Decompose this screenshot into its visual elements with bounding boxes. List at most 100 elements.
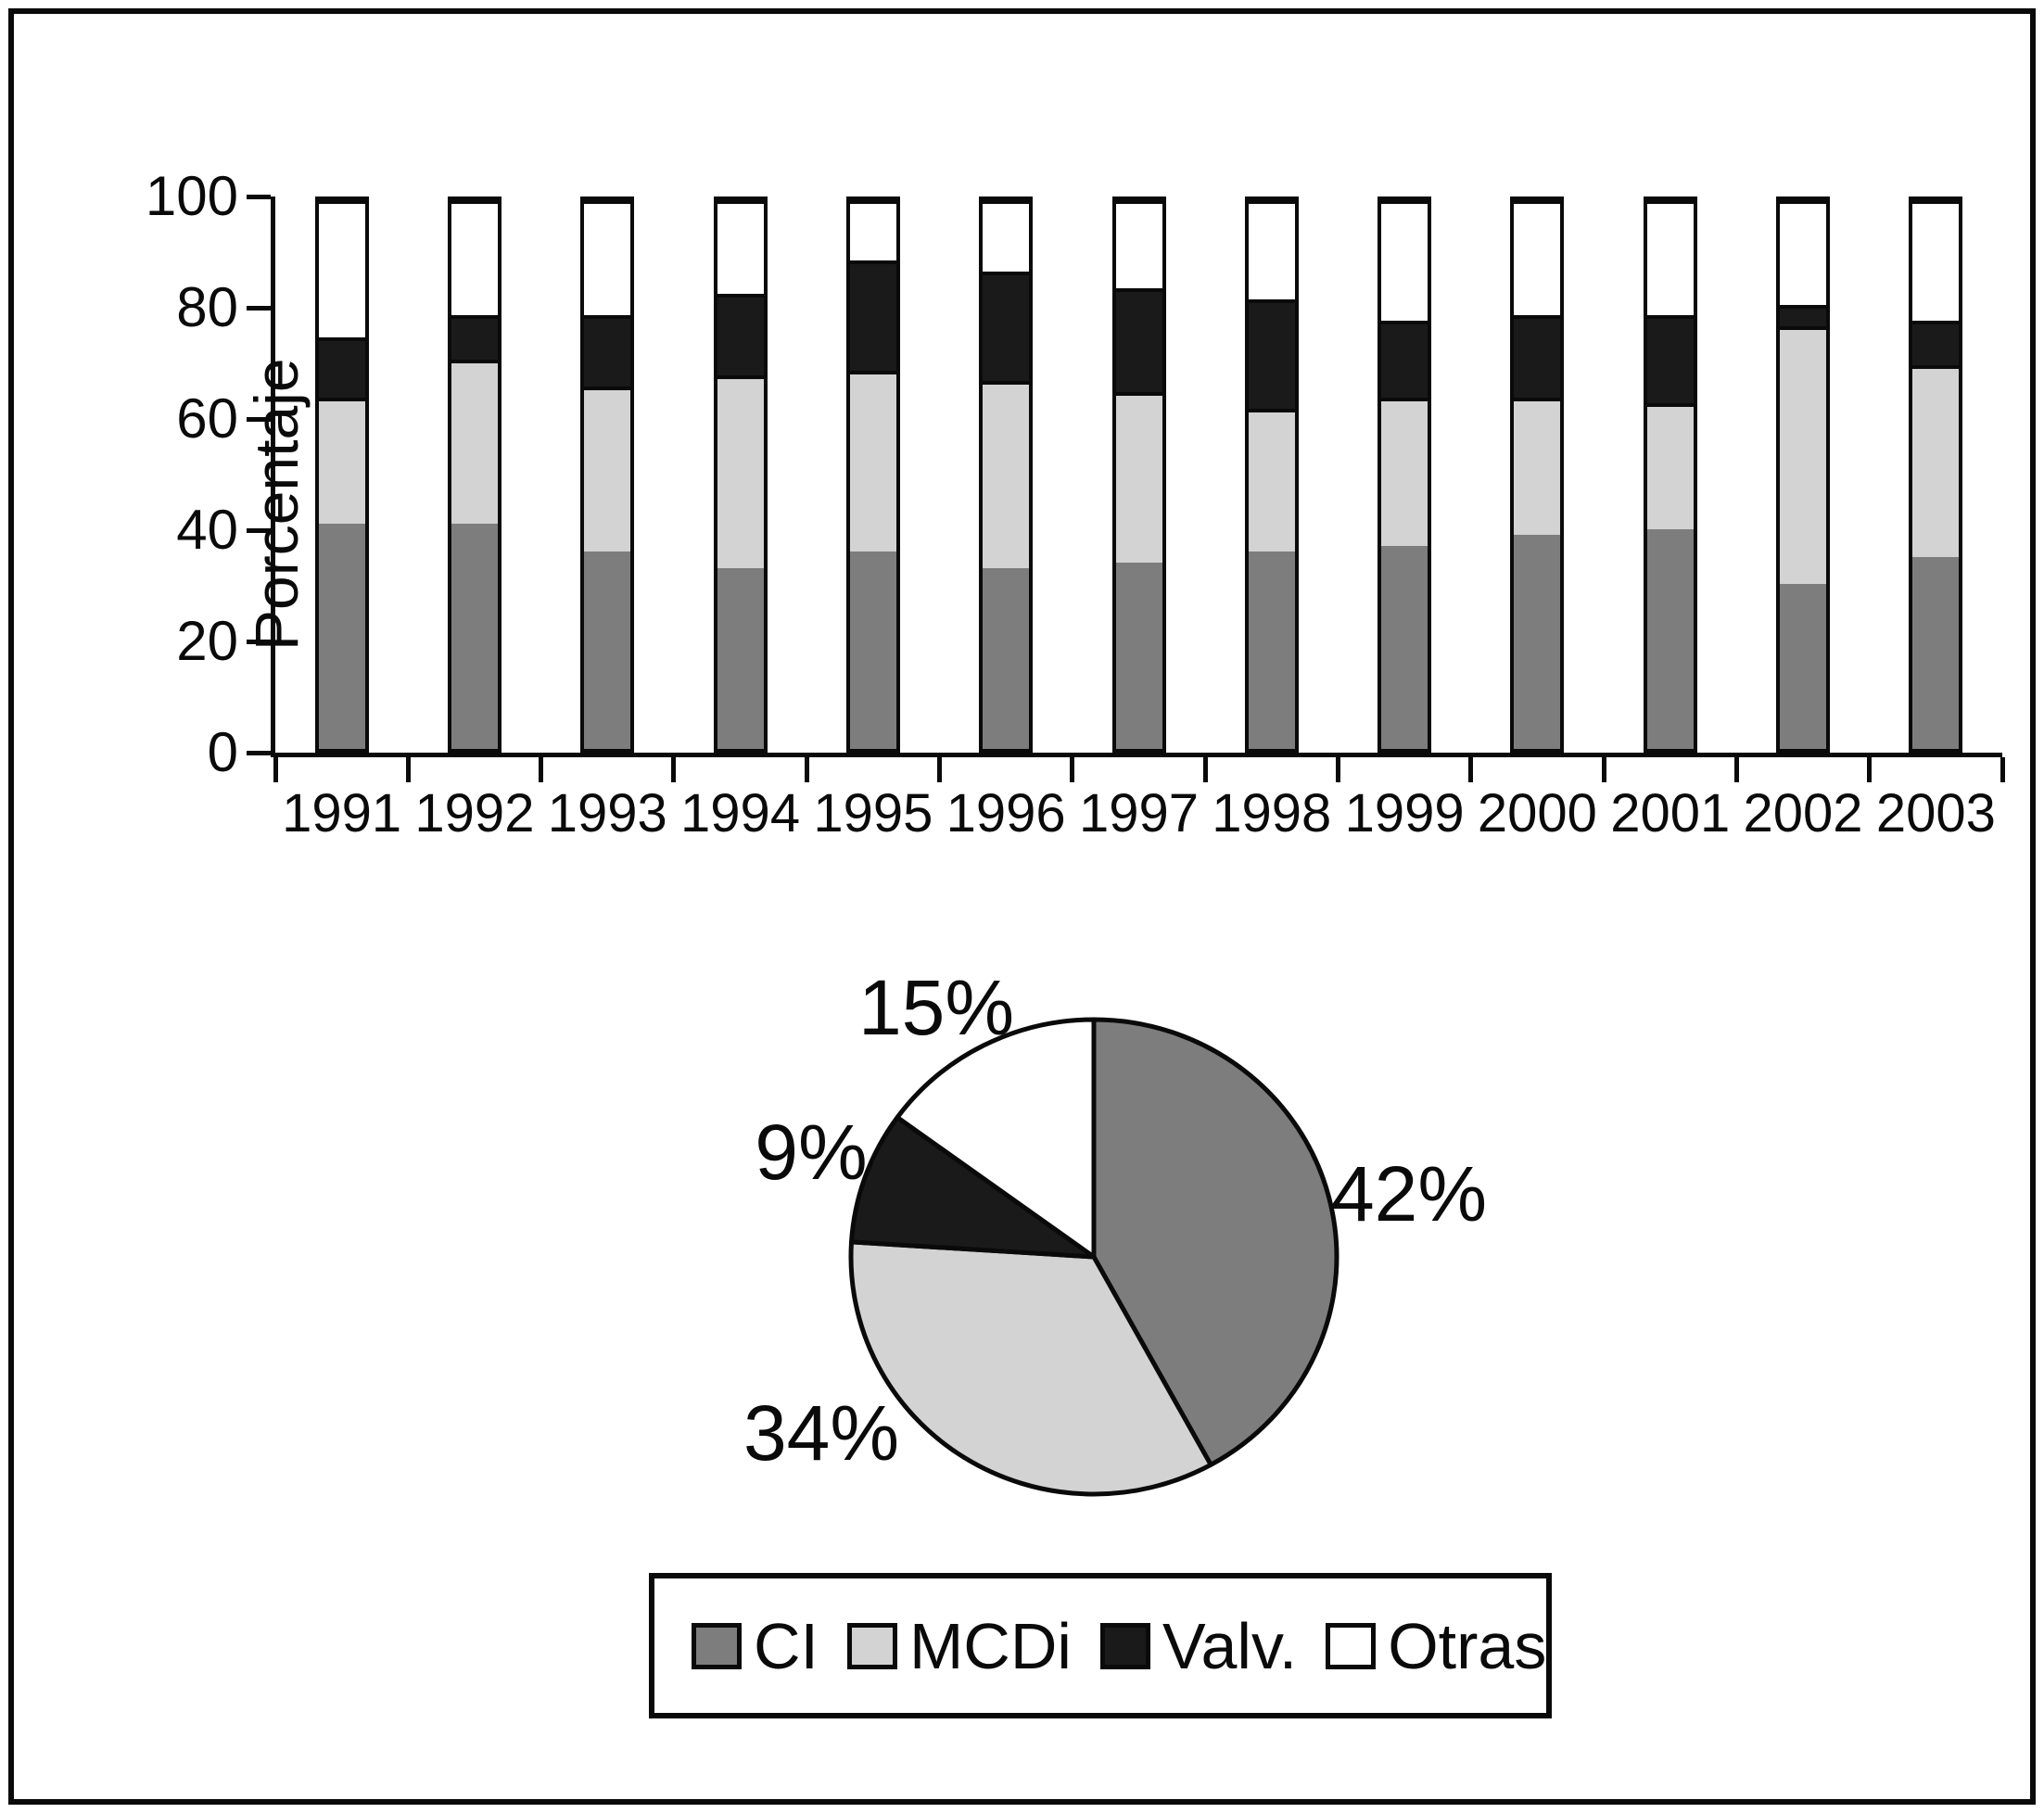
y-tick-label-100: 100 <box>145 165 238 227</box>
bar-segment-1996-otras <box>983 200 1030 272</box>
stacked-bar-2001 <box>1643 197 1697 753</box>
bar-segment-1995-valv <box>849 260 896 371</box>
x-tick-0 <box>273 757 278 782</box>
x-tick-label-2003: 2003 <box>1875 783 1996 843</box>
x-tick-label-1997: 1997 <box>1078 783 1199 843</box>
pie-slice-otras <box>895 1017 1097 1260</box>
x-tick-6 <box>1070 757 1075 782</box>
y-tick-60 <box>247 416 271 422</box>
x-tick-3 <box>671 757 677 782</box>
stacked-bar-1993 <box>580 197 635 753</box>
legend-swatch-otras <box>1326 1622 1377 1669</box>
pie-label-otras-15pct: 15% <box>857 964 1015 1051</box>
pie-slice-valv <box>849 1115 1097 1260</box>
bar-segment-2002-valv <box>1780 304 1827 327</box>
bar-segment-1999-valv <box>1381 321 1428 399</box>
x-tick-10 <box>1601 757 1606 782</box>
bar-segment-1994-otras <box>717 200 764 294</box>
bar-segment-1998-mcdi <box>1248 408 1295 552</box>
x-tick-13 <box>2000 757 2005 782</box>
bar-segment-1992-ci <box>451 524 498 749</box>
bar-segment-2000-valv <box>1514 315 1561 399</box>
x-tick-2 <box>539 757 544 782</box>
bar-segment-1999-ci <box>1381 545 1428 749</box>
y-tick-label-20: 20 <box>176 610 238 672</box>
bar-segment-1999-mcdi <box>1381 398 1428 546</box>
legend: CI MCDi Valv. Otras <box>649 1573 1552 1718</box>
stacked-bar-2003 <box>1909 197 1963 753</box>
stacked-bar-2000 <box>1510 197 1565 753</box>
x-tick-1 <box>405 757 411 782</box>
stacked-bar-1998 <box>1244 197 1299 753</box>
bar-segment-1998-valv <box>1248 298 1295 409</box>
bar-segment-2002-ci <box>1780 584 1827 749</box>
bar-segment-1997-mcdi <box>1115 392 1162 563</box>
stacked-bar-1995 <box>845 197 900 753</box>
bar-segment-1998-ci <box>1248 551 1295 749</box>
legend-label-otras: Otras <box>1388 1609 1547 1682</box>
x-tick-label-1995: 1995 <box>813 783 933 843</box>
x-tick-label-2000: 2000 <box>1477 783 1597 843</box>
x-tick-label-1993: 1993 <box>547 783 667 843</box>
bar-segment-1997-ci <box>1115 562 1162 749</box>
y-tick-label-60: 60 <box>176 387 238 450</box>
bar-segment-1994-ci <box>717 567 764 749</box>
y-tick-0 <box>247 750 271 755</box>
pie-slice-mcdi <box>848 1239 1213 1497</box>
bar-segment-1995-otras <box>849 200 896 261</box>
y-tick-label-40: 40 <box>176 499 238 561</box>
bar-segment-1995-mcdi <box>849 370 896 552</box>
x-tick-8 <box>1335 757 1340 782</box>
bar-segment-1994-valv <box>717 293 764 376</box>
x-tick-label-2001: 2001 <box>1610 783 1731 843</box>
bar-segment-2002-mcdi <box>1780 326 1827 585</box>
y-tick-label-0: 0 <box>207 721 238 783</box>
bar-plot: Porcentaje 0 20 40 60 80 100 1991 1992 1993 1994 1… <box>146 169 2005 842</box>
legend-swatch-ci <box>692 1622 742 1669</box>
bar-segment-1991-otras <box>318 200 365 337</box>
y-tick-40 <box>247 527 271 533</box>
bar-segment-2003-otras <box>1912 200 1960 322</box>
legend-item-otras: Otras <box>1326 1614 1546 1679</box>
bar-segment-1994-mcdi <box>717 375 764 568</box>
bar-segment-1992-mcdi <box>451 359 498 525</box>
legend-item-valv: Valv. <box>1099 1609 1298 1682</box>
pie-chart <box>848 1017 1339 1497</box>
bar-segment-2001-valv <box>1646 315 1694 404</box>
bar-segment-2001-otras <box>1646 200 1694 316</box>
bar-segment-1992-valv <box>451 315 498 360</box>
bar-segment-1997-valv <box>1115 287 1162 393</box>
bar-segment-1992-otras <box>451 200 498 316</box>
legend-swatch-mcdi <box>847 1622 897 1669</box>
bar-segment-2003-mcdi <box>1912 364 1960 557</box>
bar-segment-1996-valv <box>983 271 1030 382</box>
x-tick-9 <box>1468 757 1474 782</box>
bar-segment-1995-ci <box>849 551 896 749</box>
bar-segment-1991-ci <box>318 524 365 749</box>
legend-label-valv: Valv. <box>1162 1609 1298 1682</box>
pie-slice-ci <box>1091 1017 1339 1467</box>
bar-segment-1993-ci <box>584 551 631 749</box>
bar-segment-2003-valv <box>1912 321 1960 365</box>
stacked-bar-1996 <box>979 197 1034 753</box>
figure-frame <box>8 8 2036 1805</box>
bar-segment-2000-otras <box>1514 200 1561 316</box>
legend-label-mcdi: MCDi <box>909 1609 1072 1682</box>
x-tick-label-1991: 1991 <box>282 783 402 843</box>
x-tick-label-2002: 2002 <box>1743 783 1863 843</box>
stacked-bar-1994 <box>713 197 768 753</box>
bar-segment-1991-valv <box>318 337 365 399</box>
bar-segment-2001-ci <box>1646 529 1694 749</box>
x-tick-5 <box>937 757 943 782</box>
bar-segment-2001-mcdi <box>1646 403 1694 530</box>
y-tick-20 <box>247 639 271 644</box>
x-tick-label-1994: 1994 <box>680 783 801 843</box>
bar-segment-2003-ci <box>1912 556 1960 749</box>
bar-segment-1998-otras <box>1248 200 1295 299</box>
bar-segment-1996-mcdi <box>983 381 1030 568</box>
pie-label-ci-42pct: 42% <box>1330 1150 1488 1237</box>
legend-item-mcdi: MCDi <box>847 1614 1072 1679</box>
pie-label-mcdi-34pct: 34% <box>743 1389 900 1477</box>
stacked-bar-1992 <box>447 197 501 753</box>
